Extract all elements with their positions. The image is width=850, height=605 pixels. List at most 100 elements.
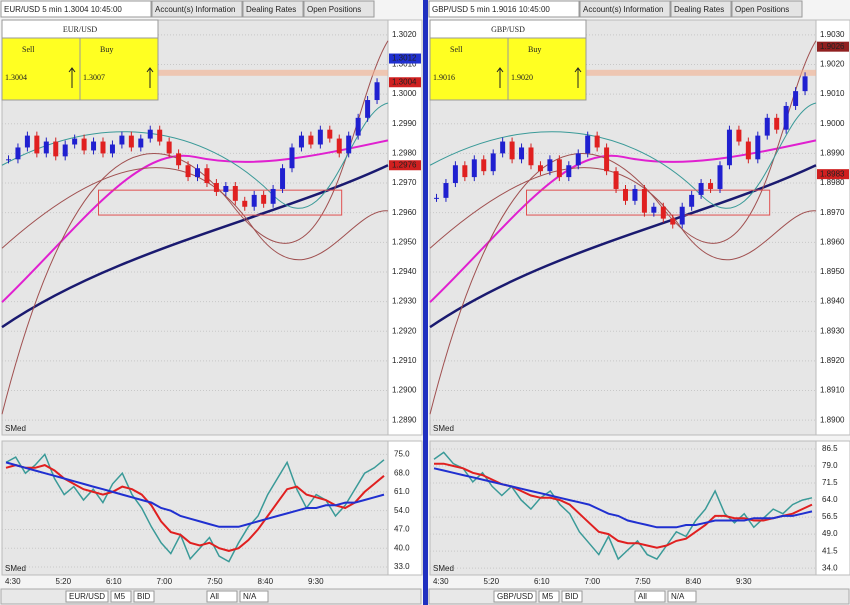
candle (670, 218, 676, 225)
price-marker (389, 77, 421, 88)
y-tick-label: 1.3010 (392, 60, 417, 69)
y-tick-label: 1.2940 (392, 267, 417, 276)
x-tick-label: 7:00 (585, 577, 601, 586)
candle (204, 168, 210, 184)
toolbar-label: M5 (542, 592, 554, 601)
price-marker (817, 41, 849, 52)
toolbar-button[interactable] (493, 590, 537, 603)
candle (726, 129, 732, 166)
toolbar-label: All (210, 592, 219, 601)
candle (793, 91, 799, 106)
y-tick-label: 1.2980 (392, 149, 417, 158)
tab[interactable] (670, 0, 732, 18)
candle (632, 188, 638, 201)
indicator-label: SMed (433, 424, 454, 433)
price-marker (817, 169, 849, 180)
candle (434, 197, 439, 199)
candle (802, 76, 808, 92)
x-tick-label: 7:50 (207, 577, 223, 586)
candle (308, 135, 314, 145)
up-arrow (68, 67, 76, 88)
toolbar-button[interactable] (561, 590, 583, 603)
y-tick-label: 64.0 (822, 495, 838, 504)
sell-price: 1.9016 (433, 73, 455, 82)
osc-axis (815, 440, 850, 576)
candle (213, 183, 219, 192)
quote-pair: EUR/USD (63, 25, 97, 34)
candle (679, 206, 685, 225)
candle (745, 141, 751, 160)
price-marker (389, 160, 421, 171)
tab[interactable] (151, 0, 243, 18)
x-tick-label: 5:20 (484, 577, 500, 586)
toolbar-button[interactable] (634, 590, 666, 603)
toolbar-button[interactable] (65, 590, 109, 603)
y-tick-label: 56.5 (822, 512, 838, 521)
x-tick-label: 4:30 (5, 577, 21, 586)
candle (613, 171, 619, 189)
candle (6, 159, 11, 161)
toolbar-button[interactable] (239, 590, 269, 603)
candle (280, 168, 286, 189)
candle (374, 82, 380, 101)
tab-label: Dealing Rates (674, 5, 724, 14)
indicator-label: SMed (5, 424, 26, 433)
x-tick-label: 6:10 (534, 577, 550, 586)
indicator-line (429, 164, 817, 329)
candle (528, 147, 534, 166)
price-marker-label: 1.9026 (820, 42, 845, 51)
toolbar-button[interactable] (667, 590, 697, 603)
y-tick-label: 86.5 (822, 444, 838, 453)
toolbar-label: All (638, 592, 647, 601)
buy-price: 1.3007 (83, 73, 105, 82)
y-tick-label: 54.0 (394, 506, 410, 515)
level-band (2, 69, 388, 76)
tab[interactable] (428, 0, 580, 18)
indicator-label: SMed (5, 564, 26, 573)
candle (166, 141, 172, 154)
tab[interactable] (0, 0, 152, 18)
y-tick-label: 1.2920 (392, 326, 417, 335)
candle (232, 186, 238, 201)
tab-label: Dealing Rates (246, 5, 296, 14)
candle (336, 138, 342, 154)
support-box (526, 189, 771, 216)
toolbar-label: M5 (114, 592, 126, 601)
candle (91, 141, 97, 151)
tab[interactable] (303, 0, 375, 18)
toolbar-button[interactable] (206, 590, 238, 603)
sell-price: 1.3004 (5, 73, 27, 82)
candle (223, 186, 229, 192)
toolbar-label: GBP/USD (497, 592, 533, 601)
price-axis (387, 19, 423, 436)
y-tick-label: 1.8990 (820, 149, 845, 158)
up-arrow (496, 67, 504, 88)
candle (195, 168, 200, 178)
tab[interactable] (242, 0, 304, 18)
candle (509, 141, 515, 160)
x-tick-label: 4:30 (433, 577, 449, 586)
y-tick-label: 1.8900 (820, 415, 845, 424)
toolbar-label: BID (565, 592, 579, 601)
up-arrow (146, 67, 154, 88)
candle (443, 183, 449, 198)
toolbar-button[interactable] (538, 590, 560, 603)
candle (689, 194, 695, 207)
price-marker-label: 1.8983 (820, 169, 845, 178)
candle (157, 129, 163, 142)
tab[interactable] (579, 0, 671, 18)
candle (242, 200, 248, 207)
toolbar-button[interactable] (133, 590, 155, 603)
toolbar-button[interactable] (110, 590, 132, 603)
y-tick-label: 1.9020 (820, 60, 845, 69)
y-tick-label: 1.2930 (392, 297, 417, 306)
tab[interactable] (731, 0, 803, 18)
candle (547, 159, 553, 172)
oscillator-line (5, 453, 385, 563)
toolbar-label: EUR/USD (69, 592, 105, 601)
y-tick-label: 1.2890 (392, 415, 417, 424)
candle (81, 138, 87, 151)
y-tick-label: 1.8940 (820, 297, 845, 306)
tab-label: Open Positions (735, 5, 789, 14)
